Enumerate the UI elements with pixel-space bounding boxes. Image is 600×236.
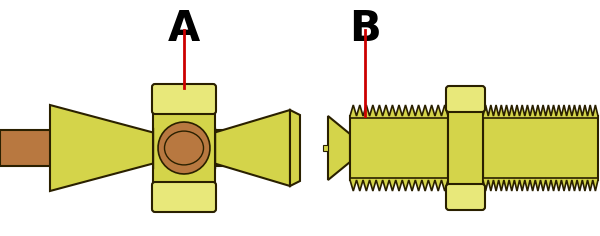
Polygon shape bbox=[448, 110, 483, 186]
Polygon shape bbox=[158, 122, 210, 174]
Polygon shape bbox=[323, 145, 328, 151]
Polygon shape bbox=[200, 130, 295, 166]
Ellipse shape bbox=[164, 131, 203, 165]
Polygon shape bbox=[483, 105, 598, 118]
FancyBboxPatch shape bbox=[152, 84, 216, 114]
Polygon shape bbox=[213, 110, 290, 186]
Polygon shape bbox=[350, 105, 448, 118]
Polygon shape bbox=[328, 116, 350, 180]
FancyBboxPatch shape bbox=[446, 86, 485, 112]
Polygon shape bbox=[0, 130, 120, 166]
Polygon shape bbox=[483, 116, 598, 180]
Polygon shape bbox=[483, 178, 598, 191]
Polygon shape bbox=[350, 178, 448, 191]
Text: B: B bbox=[349, 8, 381, 50]
FancyBboxPatch shape bbox=[446, 184, 485, 210]
Text: A: A bbox=[168, 8, 200, 50]
Polygon shape bbox=[153, 111, 215, 185]
Polygon shape bbox=[290, 110, 300, 186]
Polygon shape bbox=[350, 116, 448, 180]
Polygon shape bbox=[50, 105, 155, 191]
FancyBboxPatch shape bbox=[152, 182, 216, 212]
